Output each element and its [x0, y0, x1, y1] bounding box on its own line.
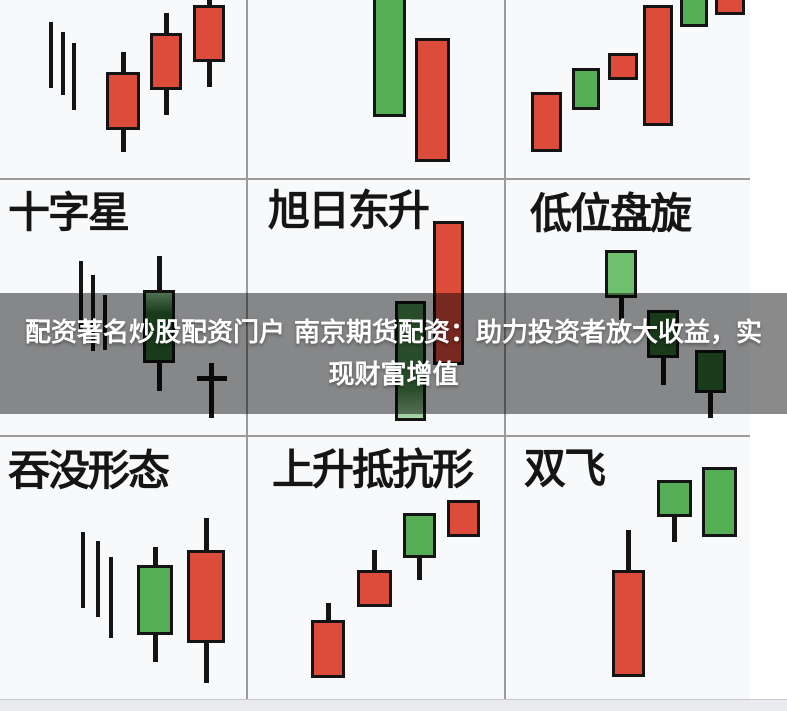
candle-green	[372, 0, 406, 117]
candle-red	[414, 38, 450, 162]
grid-line-horizontal	[0, 435, 750, 437]
tick-stroke	[96, 541, 100, 617]
tick-stroke	[72, 43, 76, 110]
candle-wick	[671, 517, 677, 542]
candle-red	[432, 221, 464, 365]
tick-stroke	[79, 261, 83, 331]
pattern-label-7: 上升抵抗形	[272, 445, 474, 494]
tick-stroke	[81, 532, 85, 608]
candle-red	[611, 570, 645, 677]
candle-red	[106, 72, 140, 130]
promo-text-line1: 配资著名炒股配资门户 南京期货配资：助力投资者放大收益，实	[24, 317, 763, 348]
tick-stroke	[208, 363, 214, 418]
tick-stroke	[103, 295, 107, 350]
pattern-label-4: 旭日东升	[268, 186, 430, 235]
grid-line-vertical	[504, 0, 506, 699]
grid-line-horizontal	[0, 178, 750, 180]
grid-line-vertical	[246, 0, 248, 699]
pattern-label-5: 低位盘旋	[530, 189, 692, 238]
candle-red	[715, 0, 745, 15]
candle-green	[137, 565, 173, 635]
tick-stroke	[61, 32, 65, 95]
pattern-label-8: 双飞	[524, 444, 606, 493]
candle-red	[356, 570, 392, 607]
candle-red	[608, 53, 638, 80]
candlestick-pattern-image: 十字星 旭日东升 低位盘旋吞没形态 上升抵抗形 双飞	[0, 0, 750, 699]
promo-overlay-banner: 配资著名炒股配资门户 南京期货配资：助力投资者放大收益，实 现财富增值	[0, 293, 787, 414]
candle-green	[647, 310, 679, 358]
candle-green	[680, 0, 708, 27]
candle-red	[150, 33, 182, 90]
candle-green	[701, 467, 737, 537]
candle-red	[311, 620, 345, 678]
candle-wick	[618, 298, 624, 320]
tick-stroke	[49, 22, 53, 88]
candle-green	[572, 68, 600, 110]
tick-stroke	[109, 557, 113, 638]
candle-red	[643, 5, 673, 126]
candle-green	[656, 480, 692, 517]
tick-stroke	[91, 275, 95, 351]
candle-wick	[660, 358, 666, 385]
pattern-label-3: 十字星	[8, 188, 130, 237]
promo-text-line2: 现财富增值	[328, 359, 459, 390]
candle-green	[143, 290, 175, 363]
candle-red	[530, 92, 562, 152]
candle-green	[402, 513, 436, 558]
candle-red	[187, 550, 225, 643]
candle-red	[446, 500, 480, 537]
footer-bar	[0, 699, 787, 711]
pattern-label-6: 吞没形态	[8, 446, 170, 495]
candle-green	[394, 301, 426, 421]
candle-wick	[707, 393, 713, 418]
candle-red	[193, 5, 225, 62]
candle-green	[694, 350, 726, 393]
candle-green	[605, 250, 637, 298]
